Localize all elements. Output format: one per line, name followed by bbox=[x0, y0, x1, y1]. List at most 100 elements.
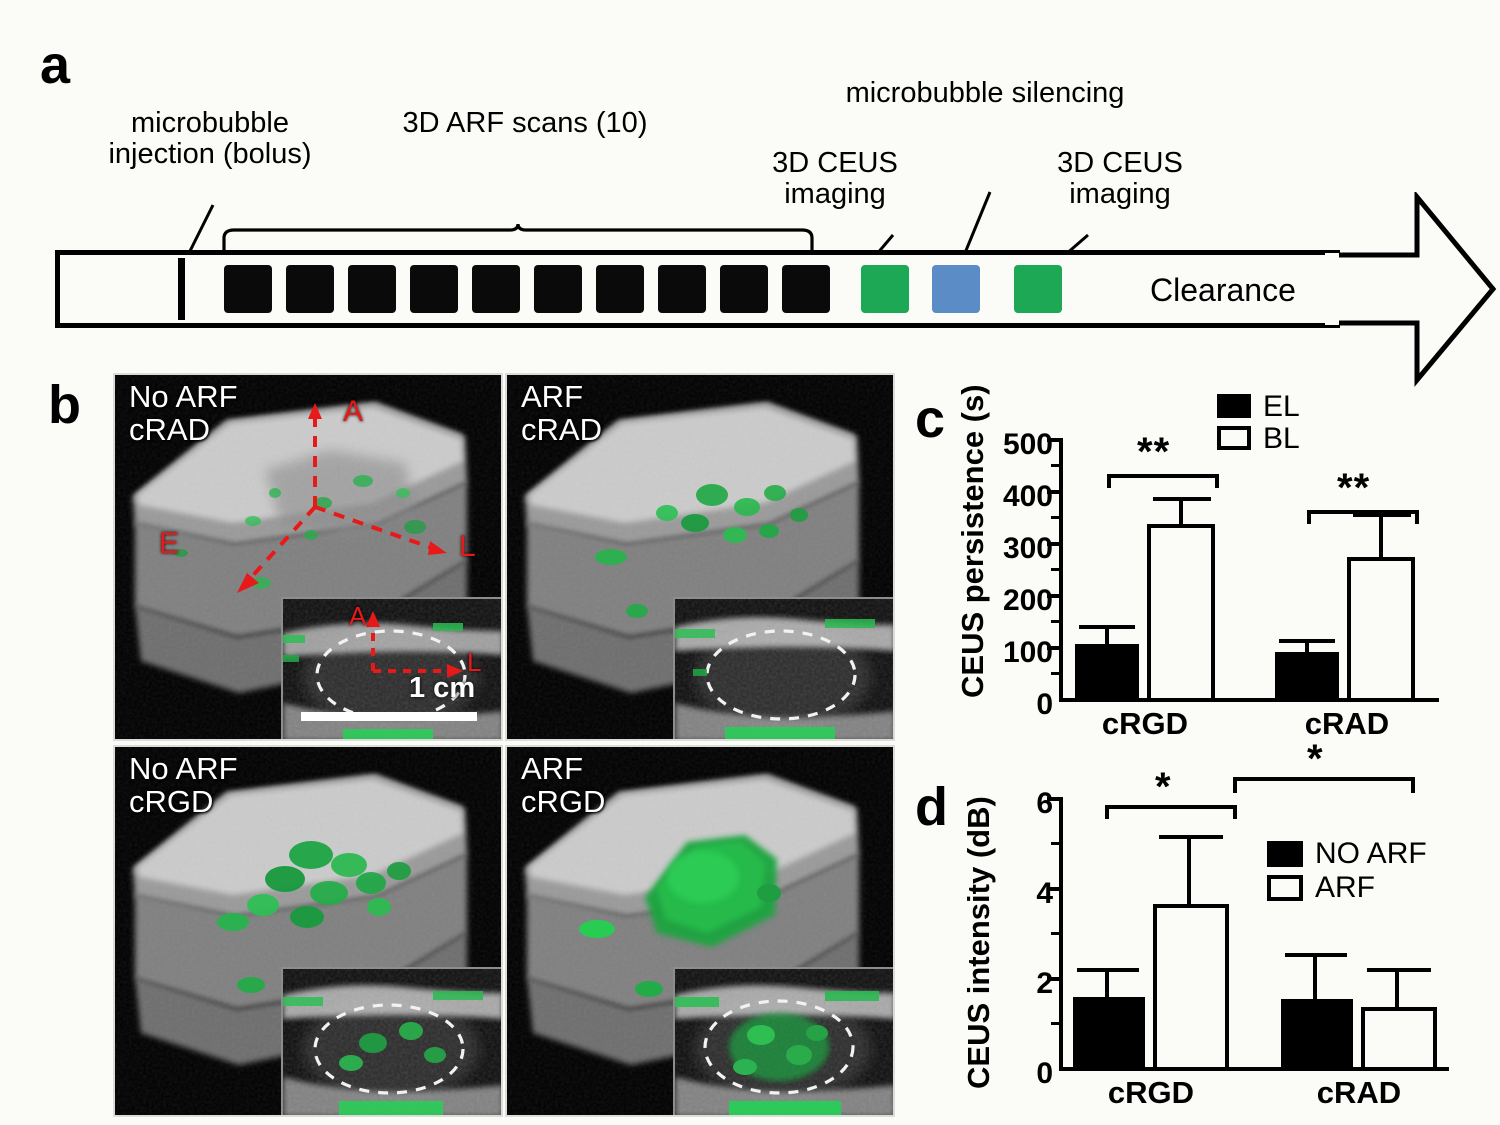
arf-scan-block bbox=[410, 265, 458, 313]
us-image-label: ARF cRAD bbox=[521, 379, 602, 447]
us-inset-bmode[interactable] bbox=[673, 967, 893, 1115]
chart-c-legend-label-el: EL bbox=[1263, 390, 1300, 423]
caption-ceus-imaging-1: 3D CEUS imaging bbox=[772, 147, 898, 211]
us-image-no-arf-crgd[interactable]: No ARF cRGD bbox=[113, 745, 503, 1117]
chart-c-y-axis bbox=[1059, 438, 1063, 702]
chart-d-tick-minor bbox=[1051, 1022, 1061, 1025]
arf-scan-block bbox=[472, 265, 520, 313]
chart-c-sig-tick bbox=[1215, 474, 1219, 488]
caption-microbubble-injection: microbubble injection (bolus) bbox=[108, 107, 312, 171]
chart-d-legend-label-arf: ARF bbox=[1315, 871, 1375, 904]
chart-c-tick-minor bbox=[1051, 516, 1061, 519]
chart-c-sig-label-1: ** bbox=[1137, 430, 1171, 474]
chart-c-tick-major bbox=[1047, 438, 1061, 442]
chart-c-xtick-crad: cRAD bbox=[1304, 706, 1390, 741]
inset-axis-marks bbox=[366, 611, 463, 678]
chart-d-ytick-4: 4 bbox=[1036, 877, 1053, 910]
caption-arf-scans: 3D ARF scans (10) bbox=[402, 107, 648, 139]
axis-letter-elevation: E bbox=[159, 527, 180, 560]
chart-c-sig-tick bbox=[1307, 510, 1311, 524]
chart-c-tick-minor bbox=[1051, 672, 1061, 675]
chart-d-errorbar bbox=[1187, 837, 1191, 907]
chart-d-tick-major bbox=[1047, 887, 1061, 891]
chart-d-sig-tick bbox=[1411, 777, 1415, 793]
chart-c-bar-crgd-bl bbox=[1147, 524, 1215, 702]
arf-scan-block bbox=[596, 265, 644, 313]
chart-d-bar-crgd-noarf bbox=[1073, 997, 1145, 1071]
chart-c-errorcap bbox=[1153, 497, 1211, 501]
chart-c-errorcap bbox=[1353, 513, 1411, 517]
chart-c-tick-major bbox=[1047, 646, 1061, 650]
chart-c-errorbar bbox=[1105, 627, 1109, 647]
us-image-arf-crgd[interactable]: ARF cRGD bbox=[505, 745, 895, 1117]
chart-d-errorcap bbox=[1367, 968, 1431, 972]
chart-d-legend-swatch-noarf bbox=[1267, 841, 1303, 867]
panel-d-letter: d bbox=[915, 777, 948, 837]
chart-ceus-intensity: CEUS intensity (dB) 6 4 2 0 * * cRGD cRA… bbox=[955, 737, 1465, 1115]
chart-c-sig-tick bbox=[1107, 474, 1111, 488]
chart-c-sig-tick bbox=[1415, 510, 1419, 524]
arf-scan-block bbox=[286, 265, 334, 313]
caption-microbubble-silencing: microbubble silencing bbox=[845, 77, 1125, 109]
chart-d-tick-minor bbox=[1051, 842, 1061, 845]
chart-d-errorbar bbox=[1105, 970, 1109, 1000]
timeline-arrowhead-icon bbox=[1325, 192, 1497, 387]
us-image-no-arf-crad[interactable]: No ARF cRAD A L E bbox=[113, 373, 503, 741]
scale-bar bbox=[301, 712, 477, 721]
us-image-label: ARF cRGD bbox=[521, 751, 606, 819]
chart-ceus-persistence: CEUS persistence (s) 500 400 300 200 100… bbox=[955, 380, 1465, 741]
chart-c-legend-swatch-el bbox=[1217, 394, 1251, 418]
chart-d-errorbar bbox=[1313, 955, 1317, 1002]
chart-c-tick-minor bbox=[1051, 568, 1061, 571]
inset-axis-letter-lateral: L bbox=[467, 647, 482, 677]
chart-c-bar-crad-bl bbox=[1347, 557, 1415, 702]
chart-c-errorcap bbox=[1279, 639, 1335, 643]
chart-c-bar-crad-el bbox=[1275, 652, 1339, 700]
arf-scan-block bbox=[658, 265, 706, 313]
axis-letter-anterior: A bbox=[343, 395, 364, 428]
injection-tick-marker bbox=[178, 258, 185, 320]
chart-c-errorcap bbox=[1079, 625, 1135, 629]
arf-scans-brace bbox=[222, 223, 814, 258]
chart-c-bar-crgd-el bbox=[1075, 644, 1139, 700]
axis-letter-lateral: L bbox=[459, 530, 476, 563]
chart-c-errorbar bbox=[1179, 499, 1183, 527]
chart-d-sig-bracket-2 bbox=[1233, 777, 1415, 781]
us-inset-bmode[interactable] bbox=[281, 967, 501, 1115]
chart-d-errorcap bbox=[1159, 835, 1223, 839]
us-image-label: No ARF cRAD bbox=[129, 379, 238, 447]
panel-b-letter: b bbox=[48, 375, 81, 435]
axis-triad bbox=[237, 403, 447, 593]
chart-d-bar-crgd-arf bbox=[1153, 904, 1229, 1071]
chart-c-sig-bracket-2 bbox=[1307, 510, 1419, 514]
chart-d-tick-minor bbox=[1051, 932, 1061, 935]
us-inset-bmode[interactable]: A L 1 cm bbox=[281, 597, 501, 739]
chart-d-bar-crad-arf bbox=[1361, 1007, 1437, 1071]
chart-d-tick-major bbox=[1047, 797, 1061, 801]
ceus-imaging-block-1 bbox=[861, 265, 909, 313]
scale-bar-label: 1 cm bbox=[409, 672, 476, 704]
arf-scan-block bbox=[224, 265, 272, 313]
chart-d-errorcap bbox=[1285, 953, 1347, 957]
chart-c-tick-minor bbox=[1051, 620, 1061, 623]
chart-d-legend-swatch-arf bbox=[1267, 875, 1303, 901]
chart-c-ytick-300: 300 bbox=[1002, 532, 1053, 565]
chart-d-y-axis bbox=[1059, 797, 1063, 1071]
chart-d-x-axis bbox=[1059, 1067, 1449, 1071]
chart-d-tick-major bbox=[1047, 977, 1061, 981]
us-image-label: No ARF cRGD bbox=[129, 751, 238, 819]
panel-c-letter: c bbox=[915, 389, 946, 449]
arf-scan-block bbox=[348, 265, 396, 313]
chart-c-tick-major bbox=[1047, 490, 1061, 494]
chart-c-tick-major bbox=[1047, 542, 1061, 546]
us-inset-bmode[interactable] bbox=[673, 597, 893, 739]
chart-d-sig-tick bbox=[1105, 805, 1109, 819]
chart-c-sig-label-2: ** bbox=[1337, 466, 1371, 510]
chart-c-tick-major bbox=[1047, 594, 1061, 598]
arf-scan-block bbox=[782, 265, 830, 313]
clearance-label: Clearance bbox=[1150, 272, 1296, 308]
arf-scan-block bbox=[534, 265, 582, 313]
us-image-arf-crad[interactable]: ARF cRAD bbox=[505, 373, 895, 741]
chart-d-ytick-6: 6 bbox=[1036, 787, 1053, 820]
panel-a-letter: a bbox=[40, 35, 71, 95]
